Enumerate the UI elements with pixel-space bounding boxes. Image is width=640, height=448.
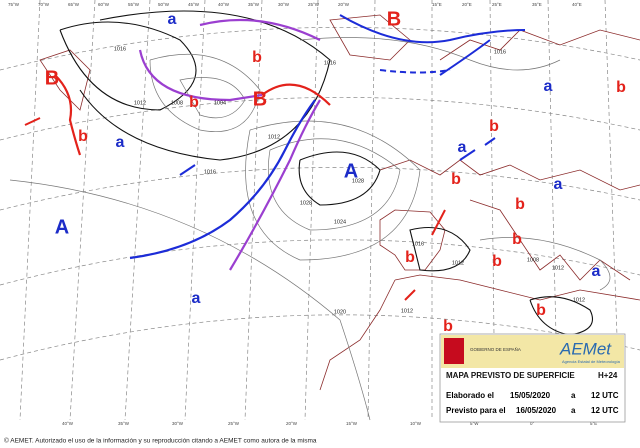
isobar-label: 1008 [527,257,539,263]
longitude-label: 15°W [346,421,358,426]
made-time: 12 UTC [591,391,619,400]
agency: AEMet [559,339,612,358]
low-pressure: B [45,67,59,89]
high-pressure: A [344,160,358,182]
longitude-label: 40°W [218,2,230,7]
high-pressure: a [592,263,601,280]
fronts [24,14,526,301]
longitude-label: 25°W [308,2,320,7]
longitude-label: 5°W [470,421,479,426]
longitude-label: 75°W [8,2,20,7]
low-pressure: b [512,231,522,248]
isobar-label: 1012 [552,265,564,271]
low-pressure: b [451,171,461,188]
government: GOBIERNO DE ESPAÑA [470,346,521,352]
valid-label: Previsto para el [446,406,506,415]
isobar-label: 1012 [134,100,146,106]
high-pressure: a [554,176,563,193]
lead-time: H+24 [598,371,618,380]
coat-of-arms [444,338,464,364]
high-pressure: a [168,11,177,28]
isobar-label: 1016 [324,60,336,66]
longitude-label: 35°W [118,421,130,426]
longitude-label: 45°W [188,2,200,7]
low-pressure: B [253,88,267,110]
made-at: a [571,391,576,400]
isobar-label: 1016 [114,46,126,52]
longitude-label: 20°W [338,2,350,7]
footer: © AEMET. Autorizado el uso de la informa… [4,437,317,445]
isobar-label: 1008 [171,100,183,106]
low-pressure: b [536,302,546,319]
high-pressure: a [458,139,467,156]
isobar-label: 1012 [401,308,413,314]
made-label: Elaborado el [446,391,494,400]
isobar-label: 1028 [300,200,312,206]
longitude-label: 40°W [62,421,74,426]
longitude-label: 20°W [286,421,298,426]
valid-time: 12 UTC [591,406,619,415]
longitude-label: 35°W [248,2,260,7]
isobar-label: 1012 [268,134,280,140]
longitude-label: 25°W [228,421,240,426]
low-pressure: b [443,318,453,335]
low-pressure: b [189,94,199,111]
high-pressure: a [116,134,125,151]
low-pressure: b [252,49,262,66]
longitude-label: 35°E [532,2,542,7]
longitude-label: 50°W [158,2,170,7]
made-date: 15/05/2020 [510,391,551,400]
low-pressure: b [616,79,626,96]
longitude-label: 15°E [432,2,442,7]
longitude-label: 60°W [98,2,110,7]
longitude-label: 25°E [492,2,502,7]
legend-logo-band [441,335,624,368]
legend-box: GOBIERNO DE ESPAÑA AEMet Agencia Estatal… [439,333,626,423]
high-pressure: a [192,290,201,307]
isobar-label: 1016 [494,49,506,55]
longitude-label: 5°E [590,421,597,426]
longitude-label: 30°W [172,421,184,426]
low-pressure: b [405,249,415,266]
agency-subtitle: Agencia Estatal de Meteorología [562,359,621,364]
valid-date: 16/05/2020 [516,406,557,415]
longitude-label: 10°W [410,421,422,426]
high-pressure: A [55,216,69,238]
longitude-label: 40°E [572,2,582,7]
longitude-label: 55°W [128,2,140,7]
isobar-label: 1012 [452,260,464,266]
low-pressure: b [78,128,88,145]
low-pressure: b [492,253,502,270]
valid-at: a [571,406,576,415]
isobar-label: 1012 [573,297,585,303]
legend-title: MAPA PREVISTO DE SUPERFICIE [446,371,575,380]
longitude-label: 70°W [38,2,50,7]
longitude-label: 0° [530,421,535,426]
high-pressure: a [544,78,553,95]
isobar-label: 1024 [334,219,346,225]
low-pressure: b [515,196,525,213]
longitude-label: 65°W [68,2,80,7]
isobar-label: 1004 [214,100,226,106]
isobar-label: 1016 [412,241,424,247]
isobar-label: 1016 [204,169,216,175]
longitude-label: 30°W [278,2,290,7]
isobar-label: 1028 [352,178,364,184]
longitude-label: 20°E [462,2,472,7]
isobar-label: 1020 [334,309,346,315]
low-pressure: b [489,118,499,135]
low-pressure: B [387,8,401,30]
map-labels: 75°W 70°W 65°W 60°W 55°W 50°W 45°W 40°W 35°W 30°W… [8,2,626,426]
